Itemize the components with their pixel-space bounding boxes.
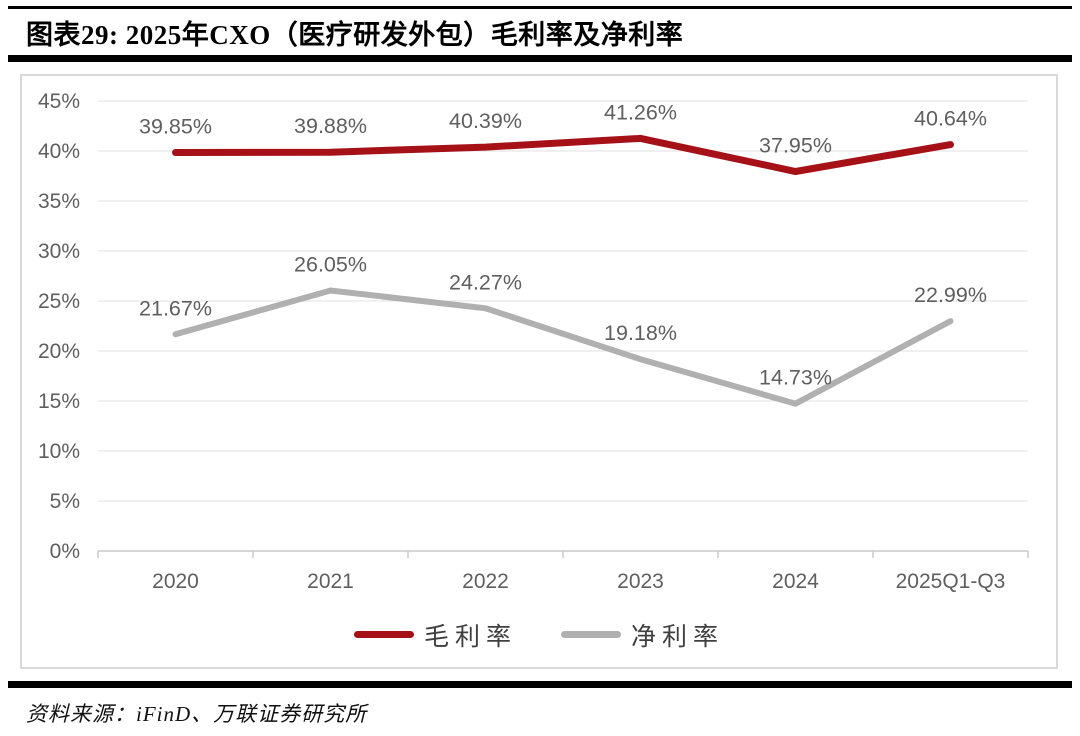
data-label: 41.26% xyxy=(604,100,677,124)
series-line-毛利率 xyxy=(172,134,954,176)
chart-canvas: 45% 40% 35% 30% 25% 20% 15% 10% 5% 0% 2020 2021 2022… xyxy=(38,90,1029,593)
data-label: 40.64% xyxy=(914,107,987,131)
chart-frame: 45% 40% 35% 30% 25% 20% 15% 10% 5% 0% 2020 2021 2022… xyxy=(20,74,1058,669)
legend-item-净利率: 净利率 xyxy=(561,617,724,653)
y-axis-label: 0% xyxy=(50,540,80,563)
legend-label: 净利率 xyxy=(631,623,725,651)
data-label: 24.27% xyxy=(449,270,522,294)
y-axis-label: 5% xyxy=(50,490,80,513)
x-axis-label: 2025Q1-Q3 xyxy=(896,570,1006,593)
title-divider xyxy=(8,55,1072,62)
x-axis-label: 2022 xyxy=(462,570,509,593)
y-axis-label: 30% xyxy=(38,240,80,263)
x-axis-label: 2024 xyxy=(772,570,819,593)
y-axis-label: 20% xyxy=(38,340,80,363)
legend-label: 毛利率 xyxy=(423,623,517,651)
legend-item-毛利率: 毛利率 xyxy=(353,617,517,653)
x-axis-label: 2023 xyxy=(617,570,664,593)
y-axis-label: 15% xyxy=(38,390,80,413)
y-axis-label: 45% xyxy=(38,90,80,113)
x-axis-label: 2021 xyxy=(307,570,354,593)
data-label: 39.85% xyxy=(139,115,212,139)
legend-swatch xyxy=(353,631,414,638)
y-axis-label: 25% xyxy=(38,290,80,313)
data-label: 19.18% xyxy=(604,321,677,345)
y-axis-label: 10% xyxy=(38,440,80,463)
data-label: 26.05% xyxy=(294,253,367,277)
chart-legend: 毛利率 净利率 xyxy=(22,604,1056,665)
legend-swatch xyxy=(561,631,621,638)
data-label: 39.88% xyxy=(294,114,367,138)
source-note: 资料来源：iFinD、万联证券研究所 xyxy=(26,702,368,726)
x-axis-label: 2020 xyxy=(152,570,199,593)
data-label: 21.67% xyxy=(139,296,212,320)
y-axis-label: 35% xyxy=(38,190,80,213)
figure-title: 图表29: 2025年CXO（医疗研发外包）毛利率及净利率 xyxy=(26,19,684,50)
top-rule xyxy=(8,6,1072,9)
data-label: 14.73% xyxy=(759,366,832,390)
bottom-rule xyxy=(8,681,1072,688)
data-label: 22.99% xyxy=(914,283,987,307)
data-label: 37.95% xyxy=(759,134,832,158)
figure-header: 图表29: 2025年CXO（医疗研发外包）毛利率及净利率 xyxy=(0,9,1080,55)
series-line-净利率 xyxy=(172,287,954,407)
data-label: 40.39% xyxy=(449,109,522,133)
y-axis-label: 40% xyxy=(38,140,80,163)
